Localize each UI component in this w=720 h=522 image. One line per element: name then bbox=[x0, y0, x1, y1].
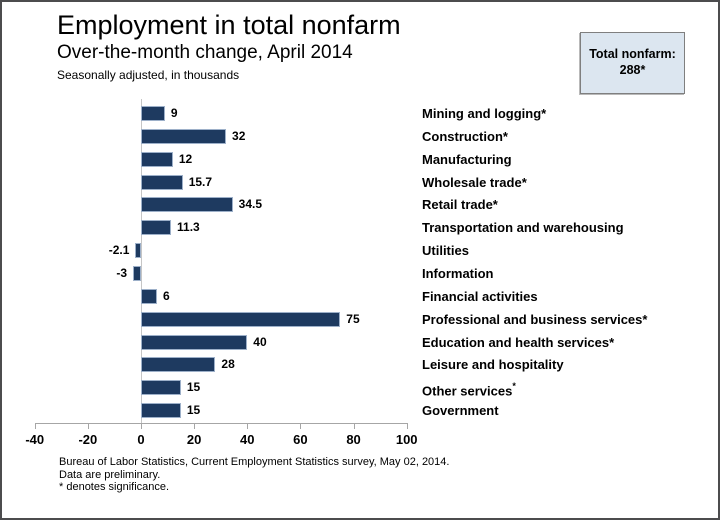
bar bbox=[141, 311, 341, 327]
category-label: Manufacturing bbox=[422, 151, 512, 167]
category-label: Transportation and warehousing bbox=[422, 220, 624, 236]
bar bbox=[141, 403, 181, 419]
footer-preliminary-line: Data are preliminary. bbox=[59, 468, 161, 481]
category-label: Construction* bbox=[422, 128, 508, 144]
bar-value-label: 15.7 bbox=[188, 174, 213, 189]
category-label: Leisure and hospitality bbox=[422, 357, 564, 373]
bar-value-label: 6 bbox=[162, 288, 170, 303]
x-axis-tick bbox=[247, 424, 249, 429]
bar-value-label: 75 bbox=[346, 311, 360, 326]
bar bbox=[141, 128, 227, 144]
bar-value-label: 34.5 bbox=[238, 197, 263, 212]
chart-subtitle: Over-the-month change, April 2014 bbox=[57, 42, 353, 64]
x-axis-tick-label: -20 bbox=[78, 432, 98, 447]
bar bbox=[141, 357, 216, 373]
bar bbox=[141, 174, 183, 190]
bar-value-label: -2.1 bbox=[108, 243, 130, 258]
bar-value-label: 12 bbox=[178, 151, 193, 166]
chart-units-note: Seasonally adjusted, in thousands bbox=[57, 68, 240, 83]
footer-source-line: Bureau of Labor Statistics, Current Empl… bbox=[59, 456, 450, 468]
total-nonfarm-callout: Total nonfarm: 288* bbox=[580, 32, 685, 94]
bar bbox=[141, 334, 248, 350]
significance-asterisk: * bbox=[512, 381, 516, 392]
bar bbox=[141, 197, 233, 213]
chart-header: Employment in total nonfarm Over-the-mon… bbox=[57, 10, 557, 82]
footer-notes: Bureau of Labor Statistics, Current Empl… bbox=[59, 456, 449, 494]
x-axis-line bbox=[34, 423, 408, 424]
x-axis-tick bbox=[353, 424, 355, 429]
category-label: Financial activities bbox=[422, 288, 538, 304]
x-axis-tick bbox=[406, 424, 408, 429]
x-axis-tick-label: 0 bbox=[137, 432, 145, 447]
x-axis-tick bbox=[141, 424, 142, 429]
category-label: Other services* bbox=[422, 381, 516, 399]
x-axis-tick-label: 100 bbox=[395, 432, 418, 447]
category-label: Government bbox=[422, 403, 499, 419]
bar-value-label: 32 bbox=[232, 128, 246, 143]
category-label: Information bbox=[422, 265, 494, 281]
x-axis-tick bbox=[87, 424, 89, 429]
bar bbox=[141, 220, 172, 236]
bar-value-label: 9 bbox=[170, 106, 178, 120]
bar bbox=[141, 380, 181, 396]
bar bbox=[133, 265, 141, 281]
category-label: Education and health services* bbox=[422, 334, 615, 350]
bar bbox=[141, 106, 165, 121]
x-axis-tick bbox=[194, 424, 196, 429]
x-axis-tick-label: 20 bbox=[186, 432, 202, 447]
zero-baseline bbox=[141, 99, 142, 423]
bar-value-label: -3 bbox=[116, 265, 128, 280]
x-axis-tick-label: 60 bbox=[293, 432, 308, 447]
category-label: Retail trade* bbox=[422, 197, 498, 213]
callout-label: Total nonfarm: bbox=[589, 47, 676, 62]
callout-value: 288* bbox=[619, 63, 646, 77]
category-label: Mining and logging* bbox=[422, 106, 547, 121]
category-label: Utilities bbox=[422, 243, 469, 259]
bar-value-label: 11.3 bbox=[177, 220, 200, 235]
bar-value-label: 28 bbox=[221, 357, 235, 372]
bar-value-label: 15 bbox=[186, 403, 201, 418]
footer-significance-line: * denotes significance. bbox=[59, 481, 170, 493]
category-label: Wholesale trade* bbox=[422, 174, 527, 190]
x-axis-tick-label: 40 bbox=[240, 432, 255, 447]
x-axis-tick bbox=[34, 424, 36, 429]
category-label: Professional and business services* bbox=[422, 311, 648, 327]
bar bbox=[141, 288, 157, 304]
chart-title: Employment in total nonfarm bbox=[57, 10, 401, 40]
bar bbox=[141, 151, 173, 167]
bar bbox=[135, 243, 141, 259]
bar-value-label: 15 bbox=[186, 380, 201, 395]
x-axis-tick-label: 80 bbox=[346, 432, 361, 447]
x-axis-tick-label: -40 bbox=[25, 432, 45, 447]
x-axis-tick bbox=[300, 424, 302, 429]
bar-value-label: 40 bbox=[253, 334, 267, 349]
